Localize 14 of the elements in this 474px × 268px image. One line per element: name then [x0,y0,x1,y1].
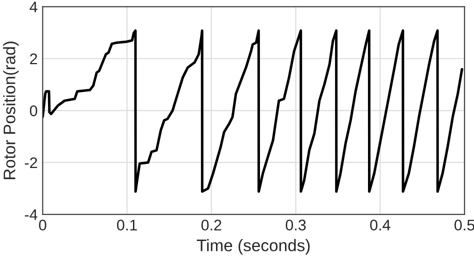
x-tick-label: 0.4 [370,220,390,230]
y-axis-title: Rotor Position(rad) [3,42,19,180]
y-tick-label: -2 [24,157,38,168]
x-axis-title: Time (seconds) [196,239,310,255]
x-tick-label: 0.1 [117,220,137,230]
line-series [42,29,464,193]
y-tick-label: -4 [24,209,38,220]
y-tick-label: 0 [30,105,38,116]
x-tick-label: 0 [39,220,46,230]
x-tick-label: 0.2 [201,220,222,230]
y-tick-label: 4 [30,2,38,12]
x-tick-label: 0.5 [454,220,474,230]
y-tick-label: 2 [30,53,38,64]
x-tick-label: 0.3 [286,220,306,230]
